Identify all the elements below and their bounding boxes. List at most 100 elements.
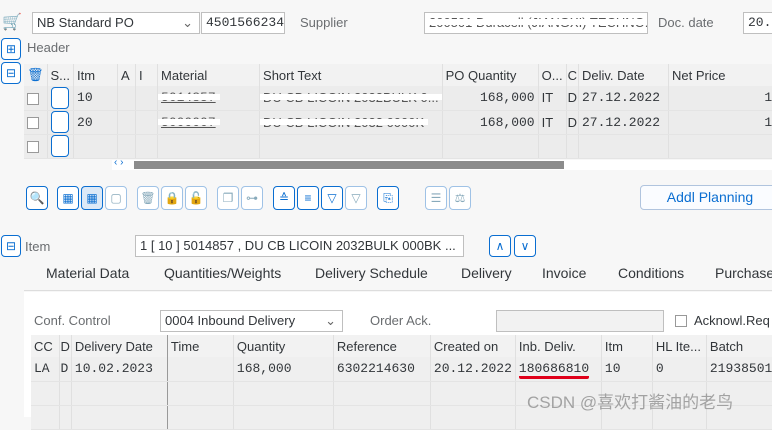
- material-link[interactable]: 5014857: [161, 90, 216, 105]
- conf-control-select[interactable]: 0004 Inbound Delivery⌄: [160, 310, 343, 332]
- header-label: Header: [27, 37, 70, 59]
- cell-unit: IT: [538, 86, 566, 110]
- col-po-quantity[interactable]: PO Quantity: [442, 64, 538, 86]
- conf-control-value: 0004 Inbound Delivery: [165, 313, 295, 328]
- cell-c: D: [566, 86, 578, 110]
- cell-material[interactable]: 5000007: [158, 110, 260, 134]
- collapse-items-icon[interactable]: ⊟: [1, 62, 21, 84]
- col-reference[interactable]: Reference: [333, 335, 430, 357]
- filter-icon[interactable]: ▽: [321, 186, 343, 210]
- col-i[interactable]: I: [136, 64, 158, 86]
- cell-quantity: 168,000: [233, 357, 333, 381]
- col-itm[interactable]: Itm: [601, 335, 652, 357]
- col-order-unit[interactable]: O...: [538, 64, 566, 86]
- scroll-arrows-icon[interactable]: ‹ ›: [114, 157, 123, 168]
- col-net-price[interactable]: Net Price: [669, 64, 772, 86]
- copy-icon[interactable]: ❐: [217, 186, 239, 210]
- col-short-text[interactable]: Short Text: [260, 64, 443, 86]
- cell-material[interactable]: 5014857: [158, 86, 260, 110]
- balance-icon[interactable]: ⚖: [449, 186, 471, 210]
- col-deliv-date[interactable]: Deliv. Date: [579, 64, 669, 86]
- collapse-item-icon[interactable]: ⊟: [1, 235, 21, 257]
- material-link[interactable]: 5000007: [161, 115, 216, 130]
- sort-descending-icon[interactable]: ≡: [297, 186, 319, 210]
- horizontal-scrollbar[interactable]: ‹ ›: [112, 160, 772, 170]
- cell-short-text: DU CB LICOIN 2032BULK 0...: [263, 90, 439, 105]
- col-status[interactable]: S...: [47, 64, 74, 86]
- sort-ascending-icon[interactable]: ≙: [273, 186, 295, 210]
- supplier-field[interactable]: 200501 Duracell (JIANGXI) TECHNO...: [424, 12, 648, 34]
- table-row[interactable]: 10 5014857 DU CB LICOIN 2032BULK 0... 16…: [24, 86, 772, 110]
- confirmations-table: CC D Delivery Date Time Quantity Referen…: [31, 335, 772, 430]
- col-batch[interactable]: Batch: [706, 335, 772, 357]
- cell-cc: LA: [31, 357, 59, 381]
- hierarchy-icon[interactable]: ⊶: [241, 186, 263, 210]
- tab-purchase[interactable]: Purchase: [715, 265, 772, 281]
- doc-date-field[interactable]: 20.: [743, 12, 772, 34]
- po-number-field[interactable]: 4501566234: [201, 12, 285, 34]
- col-a[interactable]: A: [118, 64, 136, 86]
- doc-type-select[interactable]: NB Standard PO⌄: [32, 12, 200, 34]
- scrollbar-thumb[interactable]: [134, 161, 564, 169]
- supplier-value: 200501 Duracell (JIANGXI) TECHNO...: [429, 15, 648, 30]
- cell-itm: 10: [74, 86, 118, 110]
- row-checkbox[interactable]: [27, 117, 39, 129]
- col-c[interactable]: C: [566, 64, 578, 86]
- tab-invoice[interactable]: Invoice: [542, 265, 586, 281]
- row-selector[interactable]: [51, 87, 69, 109]
- delete-icon[interactable]: 🗑: [24, 64, 47, 86]
- filter-remove-icon[interactable]: ▽: [345, 186, 367, 210]
- col-created-on[interactable]: Created on: [430, 335, 515, 357]
- row-selector[interactable]: [51, 135, 69, 157]
- item-select[interactable]: 1 [ 10 ] 5014857 , DU CB LICOIN 2032BULK…: [135, 235, 464, 257]
- details-icon[interactable]: 🔍: [26, 186, 48, 210]
- col-hl-item[interactable]: HL Ite...: [652, 335, 706, 357]
- acknowl-req-checkbox[interactable]: [675, 315, 687, 327]
- previous-item-button[interactable]: ∧: [489, 235, 511, 257]
- list-icon[interactable]: ☰: [425, 186, 447, 210]
- col-time[interactable]: Time: [167, 335, 233, 357]
- row-checkbox[interactable]: [27, 93, 39, 105]
- cell-net-price: 13: [669, 86, 772, 110]
- cell-unit: IT: [538, 110, 566, 134]
- unlock-icon[interactable]: 🔓: [185, 186, 207, 210]
- expand-header-icon[interactable]: ⊞: [1, 38, 21, 60]
- cell-hl-item: 0: [652, 357, 706, 381]
- col-inb-deliv[interactable]: Inb. Deliv.: [515, 335, 601, 357]
- cart-icon: 🛒: [2, 12, 22, 32]
- deselect-all-icon[interactable]: ▢: [105, 186, 127, 210]
- col-material[interactable]: Material: [158, 64, 260, 86]
- order-ack-field[interactable]: [496, 310, 664, 332]
- document-icon[interactable]: ⎘: [377, 186, 399, 210]
- tab-conditions[interactable]: Conditions: [618, 265, 684, 281]
- table-row-empty[interactable]: [24, 134, 772, 158]
- cell-reference: 6302214630: [333, 357, 430, 381]
- cell-itm: 10: [601, 357, 652, 381]
- col-d[interactable]: D: [59, 335, 71, 357]
- tab-quantities-weights[interactable]: Quantities/Weights: [164, 265, 281, 281]
- row-selector[interactable]: [51, 111, 69, 133]
- table-row[interactable]: 20 5000007 DU CB LICOIN 2032 0000K 168,0…: [24, 110, 772, 134]
- chevron-down-icon: ⌄: [182, 13, 193, 33]
- addl-planning-button[interactable]: Addl Planning: [640, 185, 772, 210]
- row-checkbox[interactable]: [27, 141, 39, 153]
- select-block-icon[interactable]: ▦: [81, 186, 103, 210]
- delete-item-icon[interactable]: 🗑: [137, 186, 159, 210]
- cell-net-price: 14: [669, 110, 772, 134]
- acknowl-req-label: Acknowl.Req: [694, 310, 770, 332]
- item-label: Item: [25, 236, 50, 258]
- tab-delivery[interactable]: Delivery: [461, 265, 512, 281]
- cell-d: D: [59, 357, 71, 381]
- next-item-button[interactable]: ∨: [514, 235, 536, 257]
- cell-time: [167, 357, 233, 381]
- col-quantity[interactable]: Quantity: [233, 335, 333, 357]
- table-row[interactable]: LA D 10.02.2023 168,000 6302214630 20.12…: [31, 357, 772, 381]
- lock-icon[interactable]: 🔒: [161, 186, 183, 210]
- col-itm[interactable]: Itm: [74, 64, 118, 86]
- col-cc[interactable]: CC: [31, 335, 59, 357]
- col-delivery-date[interactable]: Delivery Date: [71, 335, 167, 357]
- select-all-icon[interactable]: ▦: [57, 186, 79, 210]
- cell-deliv-date: 27.12.2022: [579, 86, 669, 110]
- tab-delivery-schedule[interactable]: Delivery Schedule: [315, 265, 428, 281]
- tab-material-data[interactable]: Material Data: [46, 265, 129, 281]
